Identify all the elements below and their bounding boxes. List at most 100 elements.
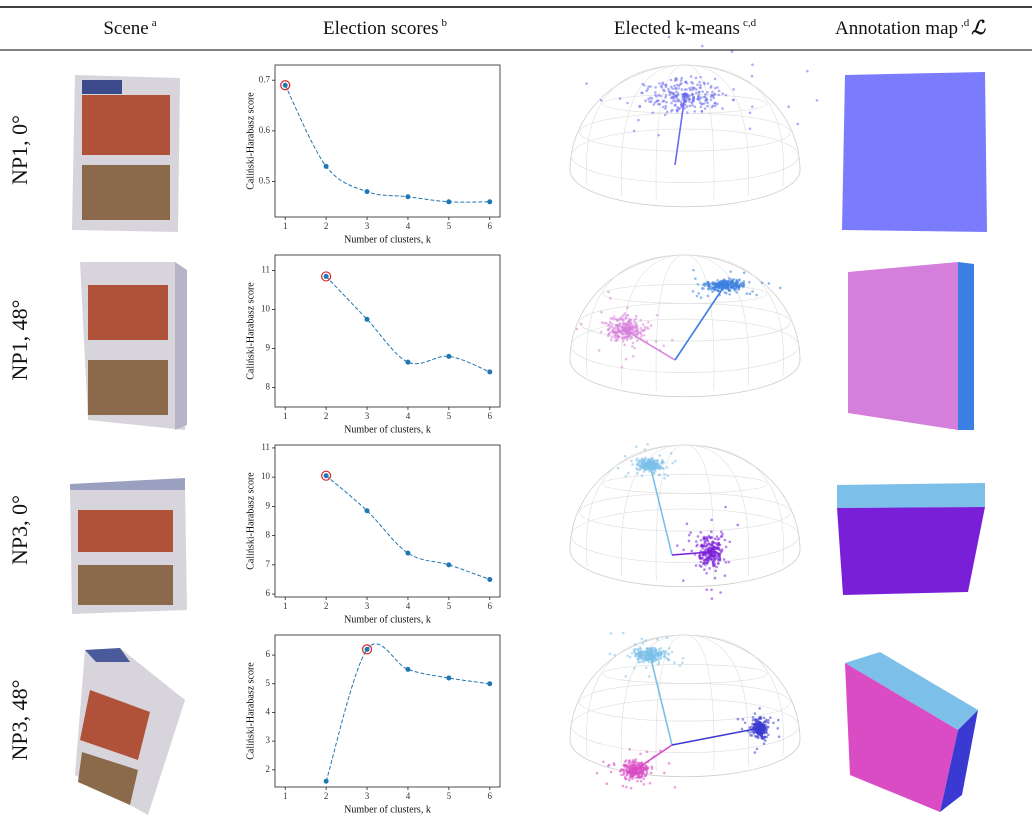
cluster-point bbox=[724, 505, 727, 509]
cluster-point bbox=[767, 282, 771, 285]
cluster-point bbox=[699, 531, 703, 534]
cluster-point bbox=[656, 654, 660, 658]
hemisphere bbox=[569, 254, 801, 398]
cluster-point bbox=[620, 315, 623, 319]
cluster-point bbox=[641, 766, 645, 770]
column-header: Elected k-means c,d bbox=[614, 17, 757, 40]
cluster-point bbox=[642, 334, 646, 337]
cluster-point bbox=[734, 282, 738, 285]
cluster-point bbox=[659, 651, 663, 654]
cluster-point bbox=[691, 104, 694, 107]
cluster-point bbox=[717, 93, 720, 97]
cluster-point bbox=[643, 448, 647, 451]
cluster-point bbox=[665, 466, 669, 469]
cluster-point bbox=[613, 327, 617, 330]
cluster-point bbox=[750, 74, 754, 78]
cluster-point bbox=[622, 337, 626, 341]
cluster-point bbox=[764, 718, 768, 722]
score-point bbox=[364, 316, 370, 322]
sphere-grid bbox=[586, 254, 784, 377]
cluster-point bbox=[711, 90, 714, 94]
cluster-point bbox=[713, 551, 717, 554]
score-point bbox=[282, 82, 288, 88]
x-tick-label: 6 bbox=[488, 221, 493, 231]
cluster-point bbox=[608, 652, 612, 656]
y-tick-label: 6 bbox=[266, 588, 271, 598]
cluster-point bbox=[651, 111, 655, 115]
cluster-point bbox=[686, 111, 689, 114]
y-tick-label: 8 bbox=[266, 530, 271, 540]
cluster-point bbox=[634, 652, 638, 656]
x-tick-label: 6 bbox=[488, 601, 493, 611]
cluster-point bbox=[694, 564, 698, 567]
y-axis-label: Caliński-Harabasz score bbox=[245, 472, 256, 570]
cluster-point bbox=[748, 726, 752, 730]
cluster-point bbox=[713, 557, 717, 561]
cluster-point bbox=[702, 537, 706, 540]
cluster-point bbox=[723, 291, 727, 294]
cluster-point bbox=[748, 731, 752, 734]
cluster-point bbox=[645, 89, 649, 93]
cluster-point bbox=[620, 324, 624, 328]
y-axis-label: Caliński-Harabasz score bbox=[245, 662, 256, 760]
cluster-point bbox=[719, 535, 723, 538]
cluster-point bbox=[663, 473, 667, 476]
cluster-point bbox=[757, 717, 760, 721]
cluster-point bbox=[628, 747, 632, 751]
cluster-point bbox=[750, 105, 754, 108]
sphere-grid bbox=[602, 664, 768, 684]
cluster-point bbox=[690, 80, 693, 84]
elected-marker bbox=[280, 80, 291, 91]
cluster-point bbox=[676, 92, 680, 95]
cluster-point bbox=[657, 102, 660, 106]
cluster-point bbox=[613, 336, 617, 339]
score-point bbox=[487, 369, 493, 375]
cluster-point bbox=[667, 87, 670, 91]
cluster-point bbox=[714, 554, 717, 558]
cluster-point bbox=[691, 100, 694, 104]
cluster-point bbox=[703, 568, 706, 571]
cluster-point bbox=[607, 763, 611, 767]
elected-marker bbox=[321, 271, 332, 282]
cluster-point bbox=[732, 88, 735, 91]
cluster-point bbox=[667, 762, 671, 765]
centroid-arrow bbox=[671, 727, 761, 746]
cluster-point bbox=[670, 650, 674, 654]
cluster-point bbox=[649, 96, 652, 100]
cluster-point bbox=[648, 460, 652, 463]
cluster-point bbox=[709, 98, 713, 102]
cluster-point bbox=[727, 276, 731, 280]
cluster-point bbox=[748, 127, 752, 131]
cluster-point bbox=[706, 104, 709, 108]
cluster-point bbox=[634, 314, 638, 318]
score-point bbox=[364, 646, 370, 652]
x-tick-label: 4 bbox=[406, 221, 411, 231]
cluster-point bbox=[763, 720, 766, 724]
cluster-point bbox=[719, 591, 722, 594]
cluster-point bbox=[607, 290, 610, 294]
cluster-point bbox=[767, 733, 770, 737]
scene-images bbox=[70, 75, 187, 815]
cluster-point bbox=[688, 94, 691, 98]
x-tick-label: 6 bbox=[488, 411, 493, 421]
cluster-point bbox=[628, 329, 631, 332]
cluster-point bbox=[605, 782, 609, 786]
cluster-point bbox=[629, 774, 632, 778]
x-tick-label: 3 bbox=[365, 791, 370, 801]
cluster-point bbox=[656, 658, 660, 662]
cluster-point bbox=[610, 322, 614, 326]
cluster-point bbox=[701, 102, 704, 106]
cluster-point bbox=[723, 538, 727, 542]
cluster-point bbox=[630, 762, 633, 766]
cluster-point bbox=[623, 312, 627, 315]
cluster-point bbox=[609, 317, 613, 320]
cluster-point bbox=[643, 325, 647, 329]
cluster-point bbox=[655, 459, 659, 463]
cluster-point bbox=[659, 653, 663, 656]
cluster-point bbox=[664, 83, 667, 87]
cluster-point bbox=[730, 50, 734, 53]
cluster-point bbox=[657, 133, 660, 137]
cluster-point bbox=[615, 332, 619, 335]
cluster-point bbox=[628, 759, 631, 762]
cluster-point bbox=[652, 103, 656, 106]
